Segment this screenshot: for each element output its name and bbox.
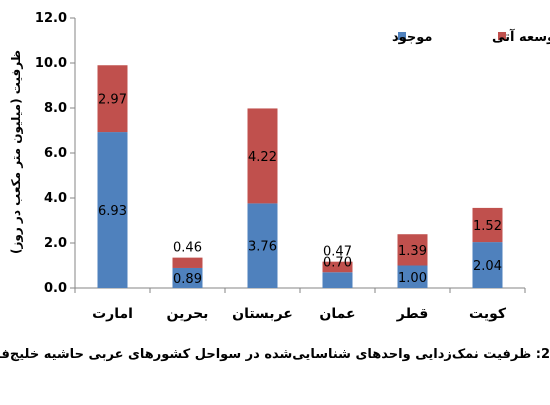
data-label: 2.97 (98, 93, 127, 108)
data-label: 0.70 (323, 255, 352, 270)
data-label: 2.04 (473, 259, 502, 274)
bar-segment (322, 261, 353, 273)
data-label: 0.89 (173, 272, 202, 287)
data-label: 0.46 (173, 241, 202, 256)
x-tick-label: بحرین (167, 306, 209, 322)
x-tick-label: کویت (469, 306, 507, 322)
legend-label: توسعه آتی (492, 28, 550, 45)
bars (97, 65, 503, 288)
y-tick-label: 2.0 (44, 236, 67, 251)
legend: توسعه آتی موجود (392, 28, 550, 45)
data-label: 4.22 (248, 150, 277, 165)
bar-segment (172, 257, 203, 268)
x-tick-label: قطر (396, 306, 429, 322)
axes: 0.0 2.0 4.0 6.0 8.0 10.0 12.0 امارت بحرین عربستان… (35, 11, 526, 322)
legend-swatch (398, 32, 406, 40)
y-tick-label: 10.0 (35, 56, 67, 71)
data-label: 0.47 (323, 245, 352, 260)
x-tick-label: امارت (92, 306, 133, 322)
y-tick-label: 6.0 (44, 146, 67, 161)
bar-segment (247, 203, 278, 288)
bar-segment (247, 108, 278, 204)
bar-segment (472, 207, 503, 243)
legend-swatch (498, 32, 506, 40)
data-label: 1.52 (473, 219, 502, 234)
data-label: 6.93 (98, 204, 127, 219)
data-labels: 6.93 2.97 0.89 0.46 3.76 4.22 0.700.47 1.00 1.39… (98, 93, 502, 287)
data-label: 3.76 (248, 240, 277, 255)
x-tick-label: عربستان (232, 306, 293, 322)
bar-segment (172, 267, 203, 288)
y-tick-label: 0.0 (44, 281, 67, 296)
bar-segment (322, 272, 353, 288)
y-tick-label: 12.0 (35, 11, 67, 26)
bar-segment (397, 234, 428, 266)
legend-label: موجود (392, 30, 432, 45)
data-label: 1.00 (398, 271, 427, 286)
bar-segment (472, 242, 503, 288)
bar-segment (397, 265, 428, 288)
figure-caption: 2: ظرفیت نمک‌زدایی واحدهای شناسایی‌شده د… (0, 347, 550, 362)
x-tick-label: عمان (319, 306, 355, 322)
y-tick-label: 4.0 (44, 191, 67, 206)
bar-segment (97, 65, 128, 133)
y-tick-label: 8.0 (44, 101, 67, 116)
bar-segment (97, 132, 128, 288)
data-label: 1.39 (398, 244, 427, 259)
y-axis-label: ظرفیت (میلیون متر مکعب در روز) (9, 50, 24, 254)
